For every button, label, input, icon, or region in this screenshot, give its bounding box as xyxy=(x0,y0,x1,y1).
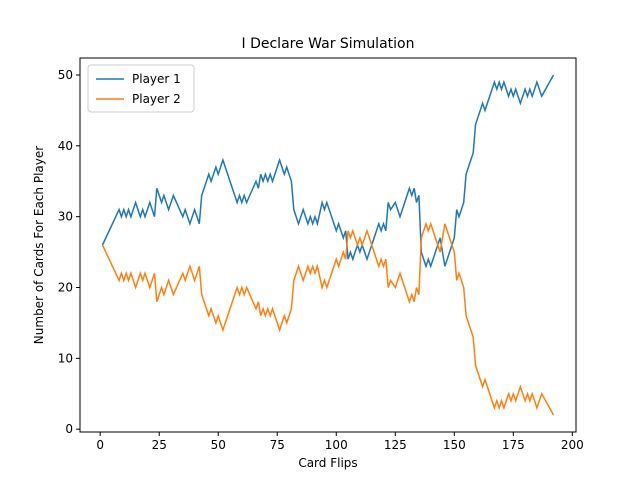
x-tick-label: 25 xyxy=(152,438,167,452)
x-tick-label: 100 xyxy=(325,438,348,452)
y-tick-label: 30 xyxy=(58,210,73,224)
x-tick-label: 125 xyxy=(384,438,407,452)
y-axis-label: Number of Cards For Each Player xyxy=(32,146,46,344)
x-tick-label: 150 xyxy=(443,438,466,452)
legend: Player 1 Player 2 xyxy=(87,64,195,113)
series-line xyxy=(101,74,555,269)
legend-label: Player 1 xyxy=(132,72,181,86)
chart-title: I Declare War Simulation xyxy=(242,36,415,52)
x-axis-label: Card Flips xyxy=(298,456,357,470)
y-tick-label: 20 xyxy=(58,281,73,295)
y-tick-label: 50 xyxy=(58,68,73,82)
x-tick-label: 75 xyxy=(270,438,285,452)
y-tick-label: 10 xyxy=(58,351,73,365)
series-line xyxy=(101,221,555,416)
legend-box xyxy=(87,64,195,113)
legend-label: Player 2 xyxy=(132,92,181,106)
plot-frame xyxy=(79,57,577,433)
y-tick-label: 40 xyxy=(58,139,73,153)
x-tick-label: 0 xyxy=(96,438,104,452)
x-tick-label: 175 xyxy=(502,438,525,452)
y-tick-label: 0 xyxy=(65,422,73,436)
x-tick-label: 200 xyxy=(561,438,584,452)
x-tick-label: 50 xyxy=(211,438,226,452)
